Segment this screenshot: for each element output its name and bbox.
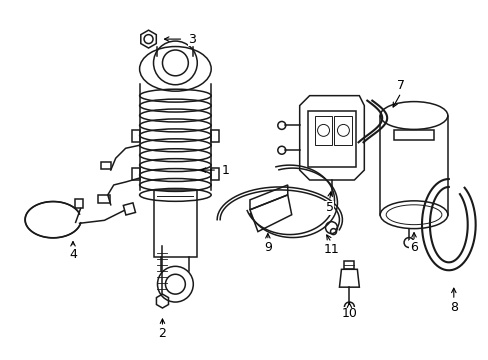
Bar bbox=[334, 116, 352, 145]
Text: 6: 6 bbox=[409, 241, 417, 254]
Text: 5: 5 bbox=[325, 201, 333, 214]
Text: 10: 10 bbox=[341, 307, 357, 320]
Text: 3: 3 bbox=[188, 33, 196, 46]
Text: 4: 4 bbox=[69, 248, 77, 261]
Bar bbox=[123, 203, 135, 215]
Text: 1: 1 bbox=[221, 163, 228, 176]
Text: 11: 11 bbox=[323, 243, 339, 256]
Bar bbox=[344, 261, 354, 269]
Bar bbox=[314, 116, 332, 145]
Bar bbox=[101, 162, 111, 169]
Bar bbox=[75, 199, 82, 208]
Text: 2: 2 bbox=[158, 327, 166, 340]
Text: 8: 8 bbox=[449, 301, 457, 314]
Text: 7: 7 bbox=[396, 79, 404, 92]
Text: 9: 9 bbox=[264, 241, 271, 254]
Bar bbox=[98, 195, 109, 203]
